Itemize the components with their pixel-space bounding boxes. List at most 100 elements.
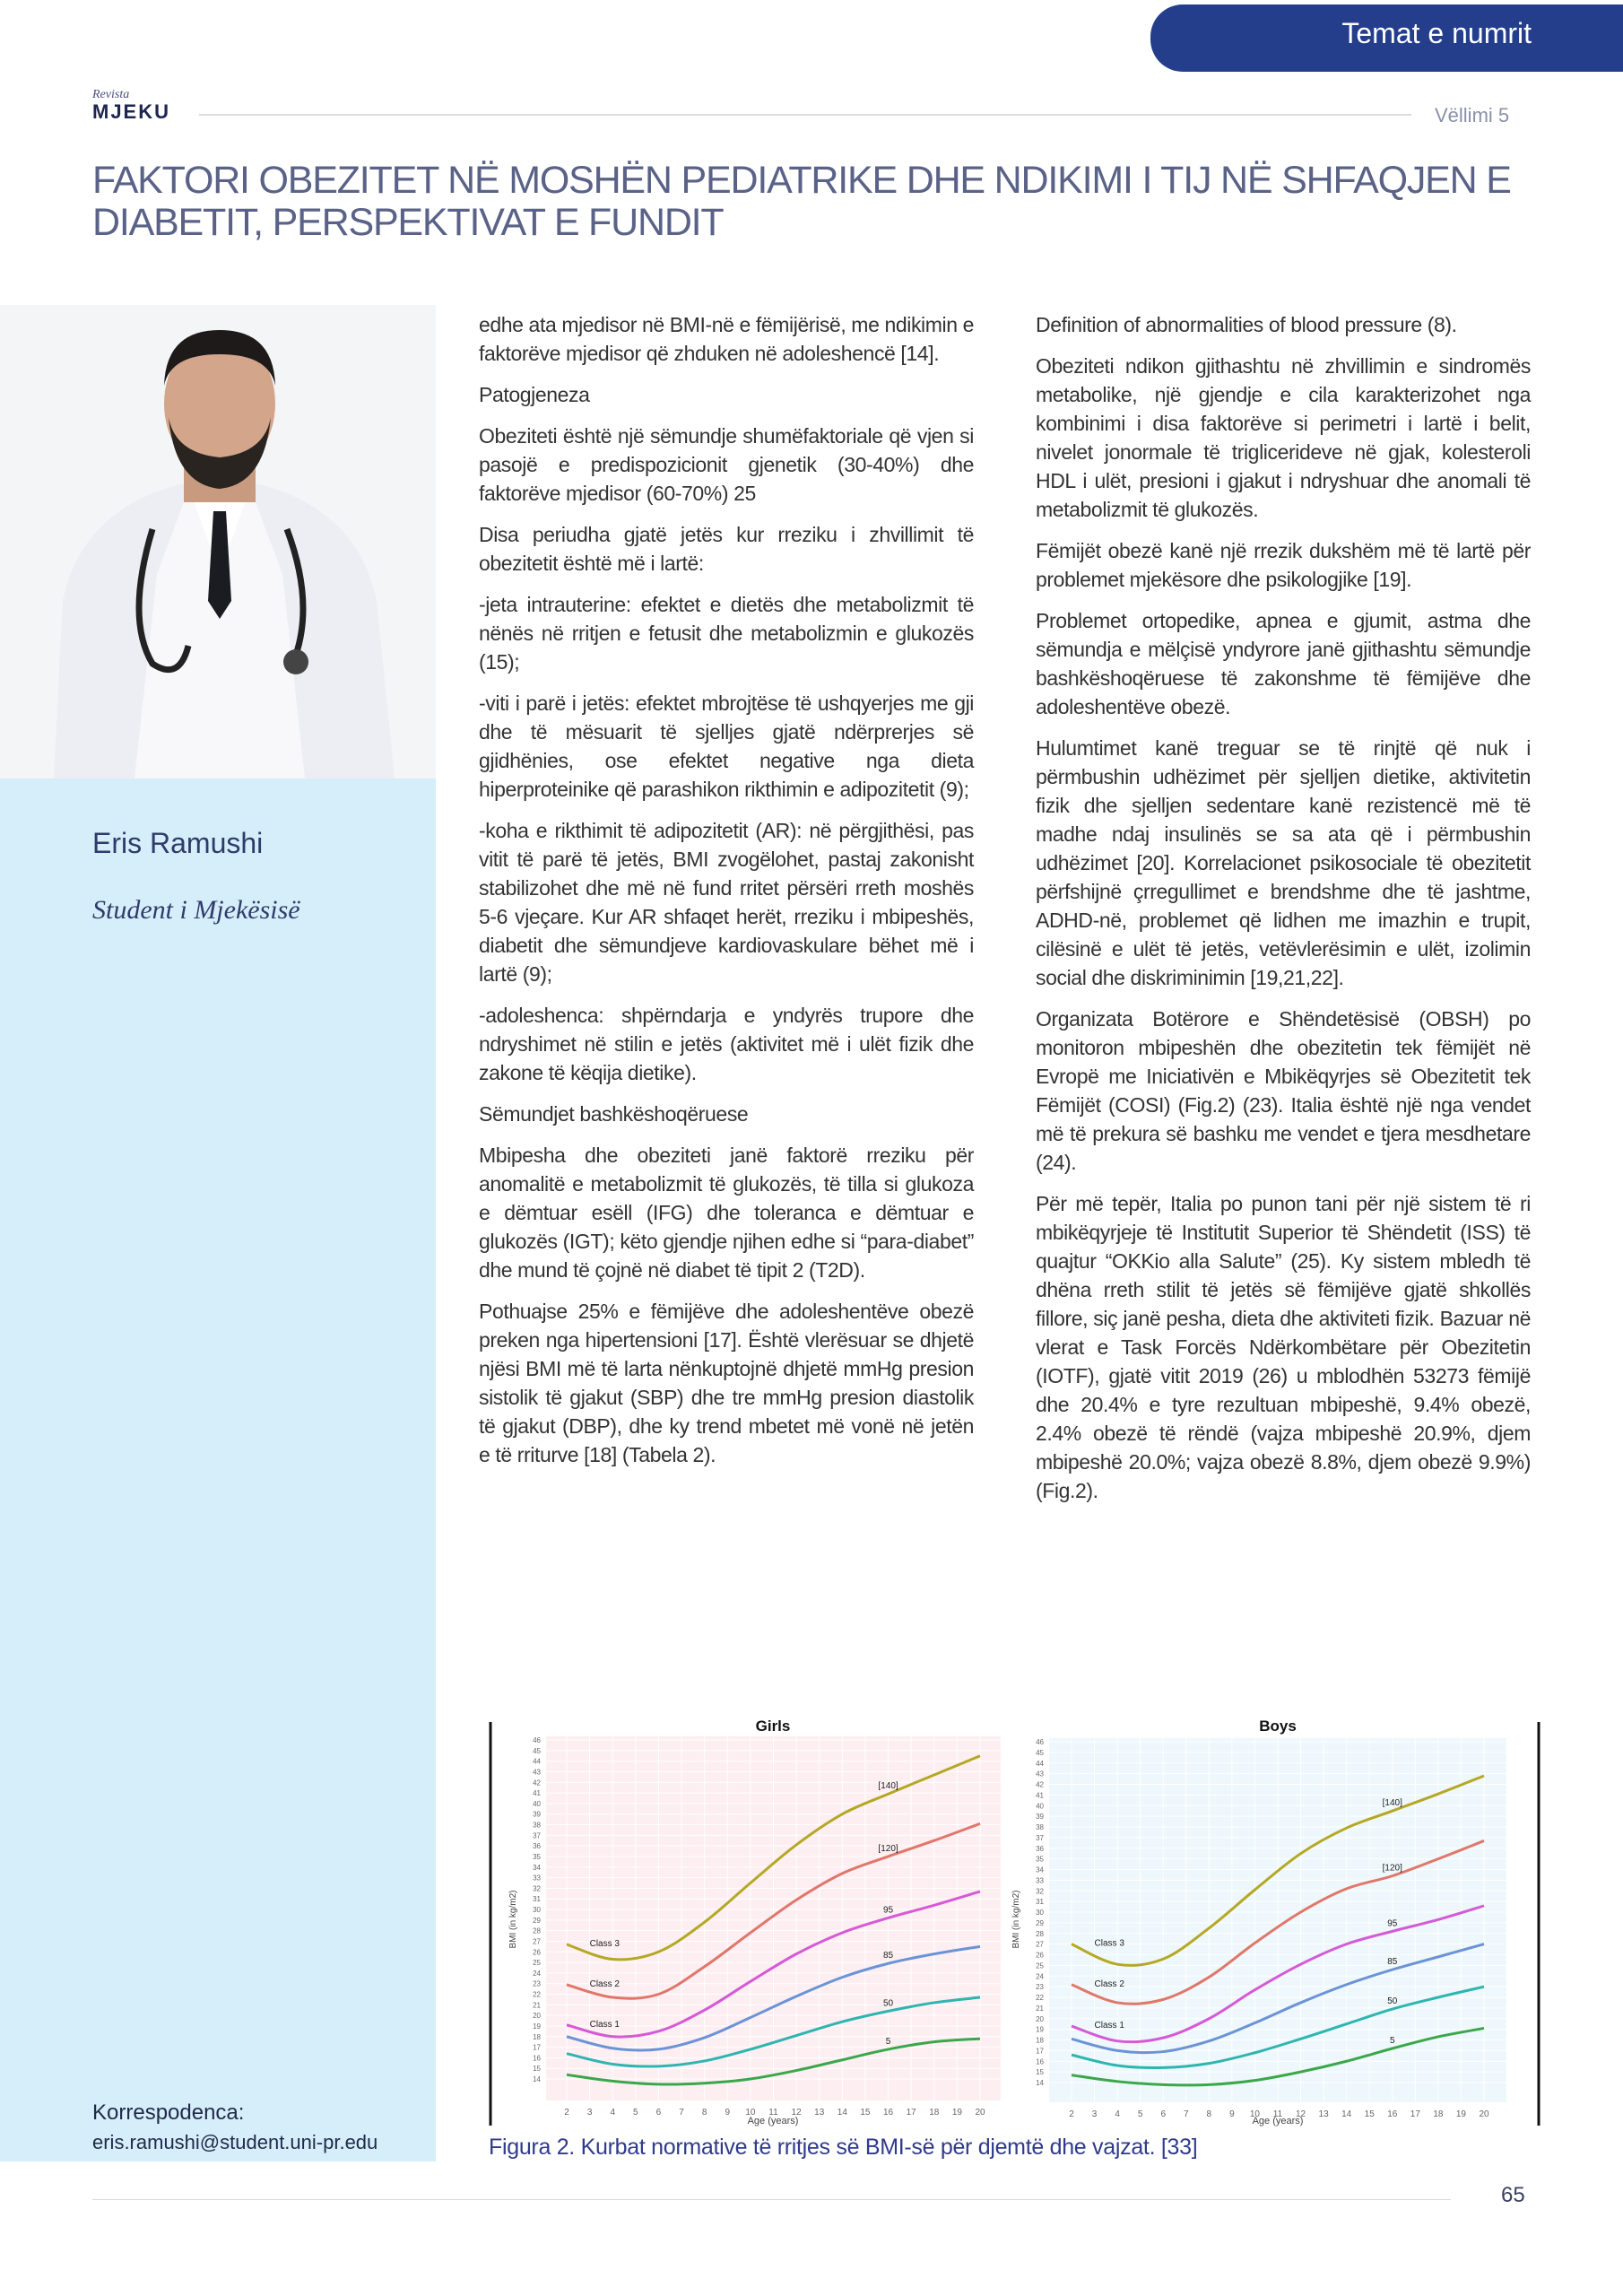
chart-boys-series-95 (1071, 1904, 1485, 2044)
chart-girls-x-tick-label: 4 (610, 2108, 615, 2118)
chart-boys-y-tick-label: 15 (1036, 2068, 1044, 2076)
journal-logo: Revista MJEKU (92, 88, 170, 124)
chart-girls-y-tick-label: 31 (533, 1895, 541, 1903)
paragraph: Patogjeneza (479, 383, 590, 406)
chart-boys-y-tick-label: 31 (1036, 1898, 1044, 1906)
chart-girls-x-tick-label: 19 (952, 2108, 963, 2118)
chart-boys-y-tick-label: 30 (1036, 1909, 1044, 1917)
chart-boys-y-tick-label: 24 (1036, 1972, 1044, 1980)
chart-girls-y-tick-label: 17 (533, 2044, 541, 2052)
paragraph: Sëmundjet bashkëshoqëruese (479, 1102, 749, 1126)
paragraph: Disa periudha gjatë jetës kur rreziku i … (479, 523, 974, 575)
paragraph: Fëmijët obezë kanë një rrezik dukshëm më… (1036, 539, 1531, 591)
text-column-2: Definition of abnormalities of blood pre… (1036, 310, 1531, 1518)
chart-boys-y-tick-label: 45 (1036, 1749, 1044, 1757)
paragraph: Hulumtimet kanë treguar se të rinjtë që … (1036, 736, 1531, 989)
chart-girls-series-label: 95 (883, 1905, 894, 1915)
chart-girls-y-tick-label: 43 (533, 1768, 541, 1776)
chart-girls-class-annotation: Class 1 (590, 2020, 621, 2030)
chart-boys-x-axis-label: Age (years) (1253, 2116, 1304, 2126)
chart-boys-class-annotation: Class 1 (1095, 2021, 1125, 2031)
chart-girls-x-tick-label: 3 (587, 2108, 593, 2118)
chart-girls-y-tick-label: 33 (533, 1874, 541, 1883)
section-tab: Temat e numrit (1150, 4, 1623, 72)
chart-boys-y-tick-label: 29 (1036, 1919, 1044, 1927)
chart-girls-series-140 (566, 1754, 981, 1961)
paragraph: -viti i parë i jetës: efektet mbrojtëse … (479, 691, 974, 801)
chart-girls-y-tick-label: 22 (533, 1991, 541, 1999)
logo-main: MJEKU (92, 100, 171, 123)
chart-girls-series-50 (566, 1996, 981, 2068)
chart-girls-y-tick-label: 23 (533, 1980, 541, 1988)
chart-boys-title: Boys (1259, 1718, 1297, 1735)
chart-girls-y-tick-label: 18 (533, 2033, 541, 2041)
correspondence-label: Korrespodenca: (92, 2100, 245, 2125)
chart-boys-series-label: 95 (1387, 1918, 1398, 1928)
paragraph: Obeziteti është një sëmundje shumëfaktor… (479, 424, 974, 505)
chart-girls-y-tick-label: 34 (533, 1864, 541, 1872)
chart-boys-y-tick-label: 32 (1036, 1887, 1044, 1895)
chart-girls-x-tick-label: 5 (633, 2108, 638, 2118)
article-title: FAKTORI OBEZITET NË MOSHËN PEDIATRIKE DH… (92, 159, 1512, 244)
chart-girls-x-tick-label: 2 (564, 2108, 569, 2118)
chart-boys-x-tick-label: 20 (1479, 2109, 1489, 2119)
chart-boys-y-axis-label: BMI (in kg/m2) (1011, 1890, 1021, 1948)
paragraph: Obeziteti ndikon gjithashtu në zhvillimi… (1036, 354, 1531, 521)
chart-boys-x-tick-label: 16 (1387, 2109, 1398, 2119)
footer-divider (92, 2199, 1451, 2200)
chart-boys-series-85 (1071, 1943, 1485, 2055)
chart-boys-y-tick-label: 42 (1036, 1781, 1044, 1789)
chart-boys-y-tick-label: 33 (1036, 1876, 1044, 1884)
chart-girls-y-tick-label: 20 (533, 2012, 541, 2020)
paragraph: -jeta intrauterine: efektet e dietës dhe… (479, 593, 974, 674)
chart-girls-y-tick-label: 32 (533, 1884, 541, 1892)
chart-girls-y-tick-label: 46 (533, 1736, 541, 1744)
chart-boys-x-tick-label: 5 (1138, 2109, 1143, 2119)
chart-boys-x-tick-label: 11 (1273, 2109, 1283, 2119)
chart-girls-x-axis-label: Age (years) (748, 2116, 799, 2126)
chart-girls-x-tick-label: 6 (656, 2108, 662, 2118)
chart-girls-y-tick-label: 29 (533, 1917, 541, 1925)
section-tab-label: Temat e numrit (1341, 17, 1532, 49)
chart-boys-y-tick-label: 35 (1036, 1856, 1044, 1864)
chart-boys-x-tick-label: 8 (1207, 2109, 1212, 2119)
chart-boys-y-tick-label: 38 (1036, 1823, 1044, 1831)
chart-boys-x-tick-label: 9 (1229, 2109, 1235, 2119)
chart-girls-y-tick-label: 37 (533, 1831, 541, 1839)
chart-boys-x-tick-label: 17 (1410, 2109, 1421, 2119)
chart-boys-y-tick-label: 43 (1036, 1770, 1044, 1779)
bmi-growth-figure: 2 3 4 5 6 7 8 9 10 11 12 13 14 15 16 17 18 19 201415161718… (489, 1718, 1541, 2126)
chart-boys-x-tick-label: 7 (1184, 2109, 1189, 2119)
chart-girls-y-tick-label: 19 (533, 2022, 541, 2031)
chart-girls-series-label: 5 (886, 2037, 891, 2047)
chart-girls-y-tick-label: 41 (533, 1789, 541, 1797)
chart-boys-class-annotation: Class 3 (1095, 1939, 1125, 1949)
chart-boys-y-tick-label: 28 (1036, 1930, 1044, 1938)
chart-boys-y-tick-label: 17 (1036, 2047, 1044, 2055)
chart-girls-y-tick-label: 35 (533, 1853, 541, 1861)
chart-girls-x-tick-label: 7 (679, 2108, 684, 2118)
chart-girls-series-label: [120] (878, 1844, 898, 1854)
chart-boys-y-tick-label: 20 (1036, 2015, 1044, 2023)
chart-girls-series-95 (566, 1890, 981, 2039)
chart-boys-y-tick-label: 18 (1036, 2037, 1044, 2045)
chart-girls-y-tick-label: 26 (533, 1948, 541, 1956)
chart-boys-series-label: 5 (1390, 2036, 1395, 2046)
chart-boys-series-label: 50 (1387, 1996, 1398, 2006)
chart-boys-y-tick-label: 16 (1036, 2057, 1044, 2066)
chart-girls-x-tick-label: 18 (929, 2108, 940, 2118)
chart-boys-x-tick-label: 13 (1319, 2109, 1330, 2119)
chart-girls-x-tick-label: 14 (838, 2108, 848, 2118)
chart-girls-y-tick-label: 36 (533, 1842, 541, 1850)
chart-boys-x-tick-label: 2 (1069, 2109, 1074, 2119)
chart-girls-y-tick-label: 27 (533, 1937, 541, 1945)
chart-boys-y-tick-label: 14 (1036, 2079, 1044, 2087)
author-email[interactable]: eris.ramushi@student.uni-pr.edu (92, 2131, 378, 2153)
volume-label: Vëllimi 5 (1435, 104, 1510, 126)
chart-girls-series-label: [140] (878, 1781, 898, 1791)
chart-boys-series-140 (1071, 1774, 1485, 1967)
chart-boys-y-tick-label: 40 (1036, 1802, 1044, 1810)
page-number: 65 (1501, 2183, 1525, 2207)
chart-boys-y-tick-label: 22 (1036, 1994, 1044, 2002)
chart-boys-x-tick-label: 3 (1092, 2109, 1098, 2119)
